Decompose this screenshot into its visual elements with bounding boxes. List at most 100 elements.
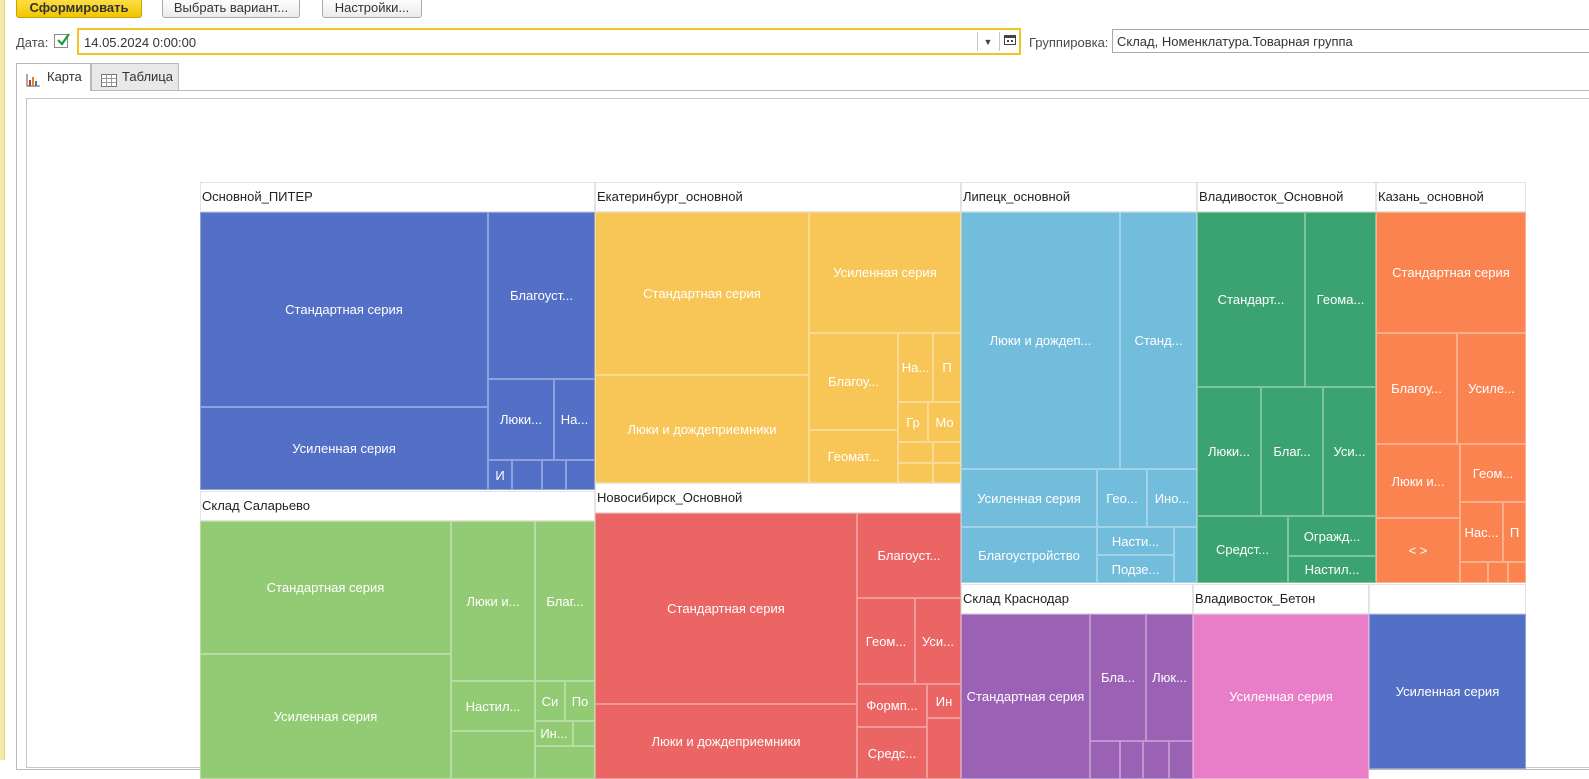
- treemap-cell[interactable]: П: [933, 333, 961, 402]
- treemap-cell[interactable]: [927, 718, 961, 779]
- treemap-cell[interactable]: Усиленная серия: [1369, 614, 1526, 769]
- settings-button[interactable]: Настройки...: [322, 0, 422, 18]
- treemap-cell[interactable]: [1143, 741, 1169, 779]
- group-header: Липецк_основной: [961, 182, 1197, 212]
- date-separator-2: [999, 32, 1000, 51]
- treemap-cell[interactable]: Люки...: [488, 379, 554, 460]
- treemap-cell[interactable]: [1090, 741, 1120, 779]
- treemap-cell[interactable]: Геом...: [857, 598, 915, 684]
- treemap-cell[interactable]: [451, 731, 535, 779]
- treemap-cell[interactable]: Усиле...: [1457, 333, 1526, 444]
- treemap-cell[interactable]: [1508, 562, 1526, 583]
- treemap-cell[interactable]: Благ...: [1261, 387, 1323, 516]
- treemap-cell[interactable]: П: [1503, 502, 1526, 562]
- treemap-cell[interactable]: Стандартная серия: [200, 212, 488, 407]
- treemap-cell[interactable]: Бла...: [1090, 614, 1146, 741]
- treemap-cell[interactable]: Люки и дождеприемники: [595, 704, 857, 779]
- treemap-cell[interactable]: Люки и дождеп...: [961, 212, 1120, 469]
- table-icon: [101, 70, 117, 96]
- treemap-cell[interactable]: < >: [1376, 518, 1460, 583]
- treemap-cell[interactable]: Гр: [898, 402, 928, 442]
- grouping-field[interactable]: Склад, Номенклатура.Товарная группа: [1112, 29, 1589, 53]
- treemap-cell[interactable]: Геома...: [1305, 212, 1376, 387]
- treemap-cell[interactable]: Усиленная серия: [961, 469, 1097, 527]
- treemap-cell[interactable]: [898, 463, 933, 483]
- treemap-cell[interactable]: [1460, 562, 1488, 583]
- treemap-cell[interactable]: И: [488, 460, 512, 490]
- treemap-cell[interactable]: Усиленная серия: [200, 654, 451, 779]
- calendar-icon[interactable]: [1001, 33, 1019, 51]
- treemap-cell[interactable]: [542, 460, 566, 490]
- select-variant-button[interactable]: Выбрать вариант...: [162, 0, 300, 18]
- chevron-down-icon[interactable]: ▼: [983, 37, 993, 47]
- treemap-cell[interactable]: [1169, 741, 1193, 779]
- treemap-cell[interactable]: Люки и дождеприемники: [595, 375, 809, 483]
- treemap-cell[interactable]: Стандартная серия: [595, 513, 857, 704]
- date-value[interactable]: 14.05.2024 0:00:00: [84, 35, 197, 50]
- treemap-cell[interactable]: Благоуст...: [488, 212, 595, 379]
- left-edge-strip: [0, 0, 5, 760]
- treemap-cell[interactable]: Усиленная серия: [1193, 614, 1369, 779]
- treemap-cell[interactable]: По: [565, 681, 595, 721]
- treemap-cell[interactable]: Настил...: [451, 681, 535, 731]
- treemap-cell[interactable]: Люки и...: [451, 521, 535, 681]
- treemap-cell[interactable]: Стандартная серия: [200, 521, 451, 654]
- treemap-cell[interactable]: Благоустройство: [961, 527, 1097, 583]
- treemap-cell[interactable]: Ин...: [535, 721, 573, 746]
- group-header: Владивосток_Основной: [1197, 182, 1376, 212]
- date-checkbox[interactable]: [54, 33, 70, 48]
- date-field[interactable]: 14.05.2024 0:00:00 ▼: [77, 28, 1021, 55]
- treemap-cell[interactable]: [1120, 741, 1143, 779]
- treemap-cell[interactable]: Благоу...: [1376, 333, 1457, 444]
- treemap-cell[interactable]: Нас...: [1460, 502, 1503, 562]
- treemap-cell[interactable]: Настил...: [1288, 556, 1376, 583]
- treemap-cell[interactable]: [933, 442, 961, 463]
- treemap-cell[interactable]: Стандартная серия: [1376, 212, 1526, 333]
- treemap-cell[interactable]: Мо: [928, 402, 961, 442]
- treemap-cell[interactable]: Гео...: [1097, 469, 1147, 527]
- date-label: Дата:: [16, 35, 49, 50]
- treemap-cell[interactable]: Геом...: [1460, 444, 1526, 502]
- treemap-cell[interactable]: Люк...: [1146, 614, 1193, 741]
- treemap-cell[interactable]: Подзе...: [1097, 555, 1174, 583]
- tab-table[interactable]: Таблица: [91, 63, 179, 90]
- treemap-cell[interactable]: Си: [535, 681, 565, 721]
- treemap-cell[interactable]: На...: [898, 333, 933, 402]
- treemap-cell[interactable]: Усиленная серия: [200, 407, 488, 490]
- group-header: Склад Саларьево: [200, 491, 595, 521]
- treemap-cell[interactable]: [898, 442, 933, 463]
- generate-button[interactable]: Сформировать: [16, 0, 142, 18]
- treemap-cell[interactable]: Стандарт...: [1197, 212, 1305, 387]
- treemap-cell[interactable]: Благ...: [535, 521, 595, 681]
- treemap-cell[interactable]: Усиленная серия: [809, 212, 961, 333]
- treemap-cell[interactable]: Стандартная серия: [961, 614, 1090, 779]
- treemap-cell[interactable]: Насти...: [1097, 527, 1174, 555]
- tab-table-label: Таблица: [122, 69, 173, 84]
- treemap-cell[interactable]: Уси...: [1323, 387, 1376, 516]
- treemap-cell[interactable]: Ино...: [1147, 469, 1197, 527]
- treemap-cell[interactable]: Уси...: [915, 598, 961, 684]
- treemap-cell[interactable]: [1488, 562, 1508, 583]
- treemap-cell[interactable]: [535, 746, 595, 779]
- treemap-cell[interactable]: [566, 460, 595, 490]
- treemap-cell[interactable]: [1174, 527, 1197, 583]
- treemap-cell[interactable]: Люки и...: [1376, 444, 1460, 518]
- treemap-cell[interactable]: Станд...: [1120, 212, 1197, 469]
- treemap-cell[interactable]: Люки...: [1197, 387, 1261, 516]
- treemap-cell[interactable]: Формп...: [857, 684, 927, 727]
- treemap-cell[interactable]: Благоуст...: [857, 513, 961, 598]
- treemap-cell[interactable]: Средс...: [857, 727, 927, 779]
- treemap-cell[interactable]: Огражд...: [1288, 516, 1376, 556]
- treemap-cell[interactable]: Средст...: [1197, 516, 1288, 583]
- treemap-cell[interactable]: [573, 721, 595, 746]
- treemap-cell[interactable]: Ин: [927, 684, 961, 718]
- treemap-cell[interactable]: Геомат...: [809, 430, 898, 483]
- treemap-cell[interactable]: На...: [554, 379, 595, 460]
- tab-map[interactable]: Карта: [16, 63, 91, 91]
- treemap-cell[interactable]: [933, 463, 961, 483]
- treemap-cell[interactable]: [512, 460, 542, 490]
- treemap-cell[interactable]: Стандартная серия: [595, 212, 809, 375]
- group-header: Склад Краснодар: [961, 584, 1193, 614]
- treemap-cell[interactable]: Благоу...: [809, 333, 898, 430]
- group-header: Екатеринбург_основной: [595, 182, 961, 212]
